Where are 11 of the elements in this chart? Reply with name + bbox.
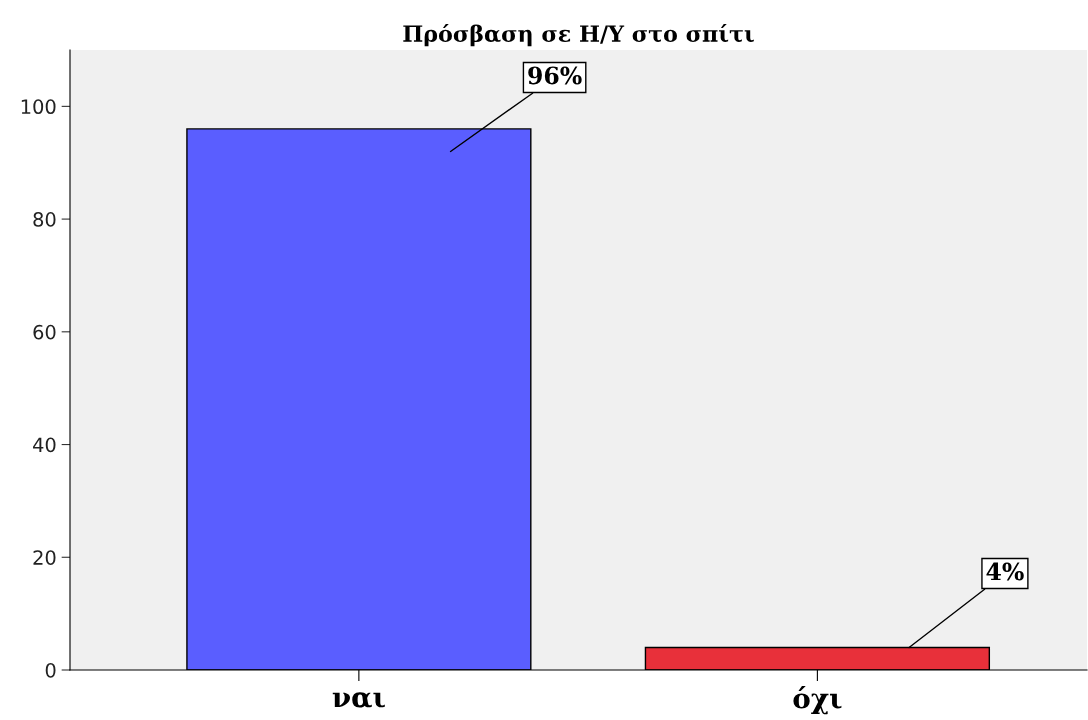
chart-title: Πρόσβαση σε Η/Υ στο σπίτι [403,23,754,47]
y-tick-label: 60 [33,324,56,340]
y-tick-label: 100 [21,99,56,115]
y-tick-label: 0 [45,662,56,678]
y-tick-label: 80 [33,212,56,227]
y-tick-label: 20 [33,550,56,565]
x-tick-label: όχι [793,685,842,715]
data-label: 4% [986,562,1024,581]
data-label: 96% [528,66,582,85]
y-tick-label: 40 [33,437,56,453]
x-tick-label: ναι [332,692,385,708]
